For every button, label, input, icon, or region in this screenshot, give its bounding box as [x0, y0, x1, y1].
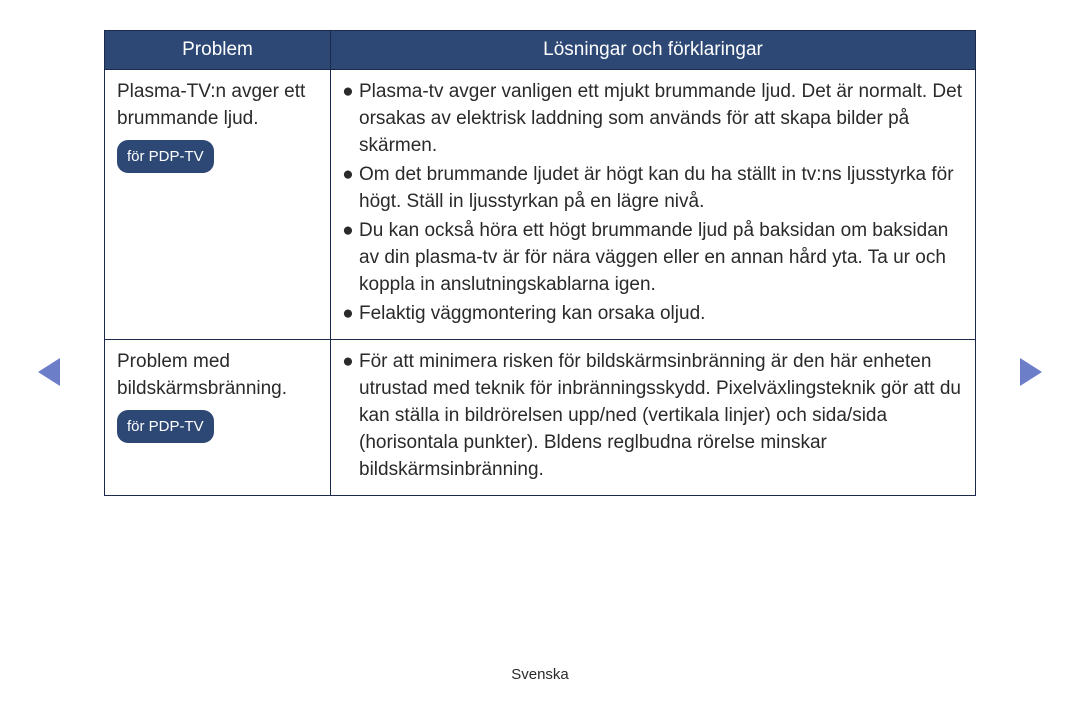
- pdp-tv-badge: för PDP-TV: [117, 410, 214, 443]
- bullet-icon: ●: [337, 217, 359, 298]
- page: Problem Lösningar och förklaringar Plasm…: [0, 0, 1080, 705]
- table-row: Problem med bildskärmsbränning. för PDP-…: [105, 339, 975, 495]
- solution-text: Du kan också höra ett högt brummande lju…: [359, 217, 965, 298]
- next-page-arrow-icon[interactable]: [1020, 358, 1042, 386]
- list-item: ●Plasma-tv avger vanligen ett mjukt brum…: [337, 78, 965, 159]
- header-solution: Lösningar och förklaringar: [331, 31, 975, 69]
- solution-text: Plasma-tv avger vanligen ett mjukt brumm…: [359, 78, 965, 159]
- problem-text: Problem med bildskärmsbränning.: [117, 348, 320, 402]
- header-problem: Problem: [105, 31, 331, 69]
- problem-cell: Plasma-TV:n avger ett brummande ljud. fö…: [105, 70, 331, 339]
- problem-text: Plasma-TV:n avger ett brummande ljud.: [117, 78, 320, 132]
- list-item: ●Felaktig väggmontering kan orsaka oljud…: [337, 300, 965, 327]
- solution-text: Om det brummande ljudet är högt kan du h…: [359, 161, 965, 215]
- solution-list: ●Plasma-tv avger vanligen ett mjukt brum…: [337, 78, 965, 327]
- footer-language: Svenska: [0, 666, 1080, 683]
- pdp-tv-badge: för PDP-TV: [117, 140, 214, 173]
- prev-page-arrow-icon[interactable]: [38, 358, 60, 386]
- bullet-icon: ●: [337, 300, 359, 327]
- list-item: ●Om det brummande ljudet är högt kan du …: [337, 161, 965, 215]
- solution-text: Felaktig väggmontering kan orsaka oljud.: [359, 300, 965, 327]
- bullet-icon: ●: [337, 78, 359, 159]
- bullet-icon: ●: [337, 348, 359, 483]
- problem-cell: Problem med bildskärmsbränning. för PDP-…: [105, 340, 331, 495]
- solution-text: För att minimera risken för bildskärmsin…: [359, 348, 965, 483]
- table-row: Plasma-TV:n avger ett brummande ljud. fö…: [105, 69, 975, 339]
- solution-cell: ●För att minimera risken för bildskärmsi…: [331, 340, 975, 495]
- solution-cell: ●Plasma-tv avger vanligen ett mjukt brum…: [331, 70, 975, 339]
- list-item: ●Du kan också höra ett högt brummande lj…: [337, 217, 965, 298]
- bullet-icon: ●: [337, 161, 359, 215]
- solution-list: ●För att minimera risken för bildskärmsi…: [337, 348, 965, 483]
- troubleshooting-table: Problem Lösningar och förklaringar Plasm…: [104, 30, 976, 496]
- table-header-row: Problem Lösningar och förklaringar: [105, 31, 975, 69]
- list-item: ●För att minimera risken för bildskärmsi…: [337, 348, 965, 483]
